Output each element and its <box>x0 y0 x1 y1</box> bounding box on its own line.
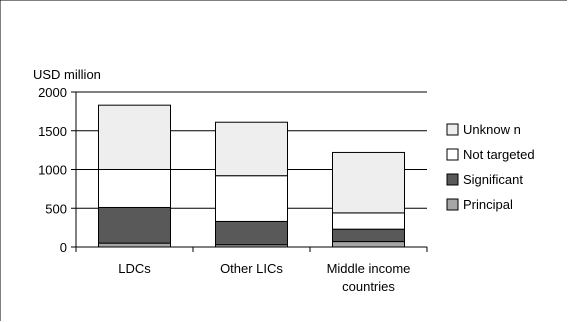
bar-segment-unknow-n <box>98 104 171 170</box>
bar-segment-not-targeted <box>98 169 171 208</box>
y-tick-labels: 0 500 1000 1500 2000 <box>38 85 76 255</box>
bars <box>98 104 405 248</box>
legend-label: Unknow n <box>463 122 521 137</box>
legend-swatch <box>446 173 459 186</box>
y-axis-unit-label: USD million <box>33 67 101 82</box>
legend-swatch <box>446 123 459 136</box>
bar-segment-significant <box>215 220 288 246</box>
bar-segment-unknow-n <box>215 121 288 177</box>
bar-segment-significant <box>98 206 171 244</box>
legend-label: Significant <box>463 172 523 187</box>
legend-swatch <box>446 198 459 211</box>
bar-segment-unknow-n <box>332 151 405 214</box>
y-tick-label: 0 <box>60 240 67 255</box>
bar-segment-principal <box>98 242 171 248</box>
x-category-label: LDCs <box>118 261 151 276</box>
bar-segment-not-targeted <box>215 175 288 222</box>
bar-segment-not-targeted <box>332 212 405 230</box>
legend-swatch <box>446 148 459 161</box>
y-tick-label: 500 <box>45 201 67 216</box>
x-category-label: Other LICs <box>220 261 283 276</box>
bar-segment-significant <box>332 228 405 243</box>
y-tick-label: 1000 <box>38 163 67 178</box>
x-category-labels: LDCs Other LICs Middle income countries <box>118 261 410 294</box>
legend-label: Principal <box>463 197 513 212</box>
x-category-label: Middle income <box>327 261 411 276</box>
legend-label: Not targeted <box>463 147 535 162</box>
y-tick-label: 2000 <box>38 85 67 100</box>
bar-segment-principal <box>332 241 405 248</box>
y-tick-label: 1500 <box>38 124 67 139</box>
legend: Unknow n Not targeted Significant Principal <box>439 114 564 221</box>
x-category-label: countries <box>342 279 395 294</box>
